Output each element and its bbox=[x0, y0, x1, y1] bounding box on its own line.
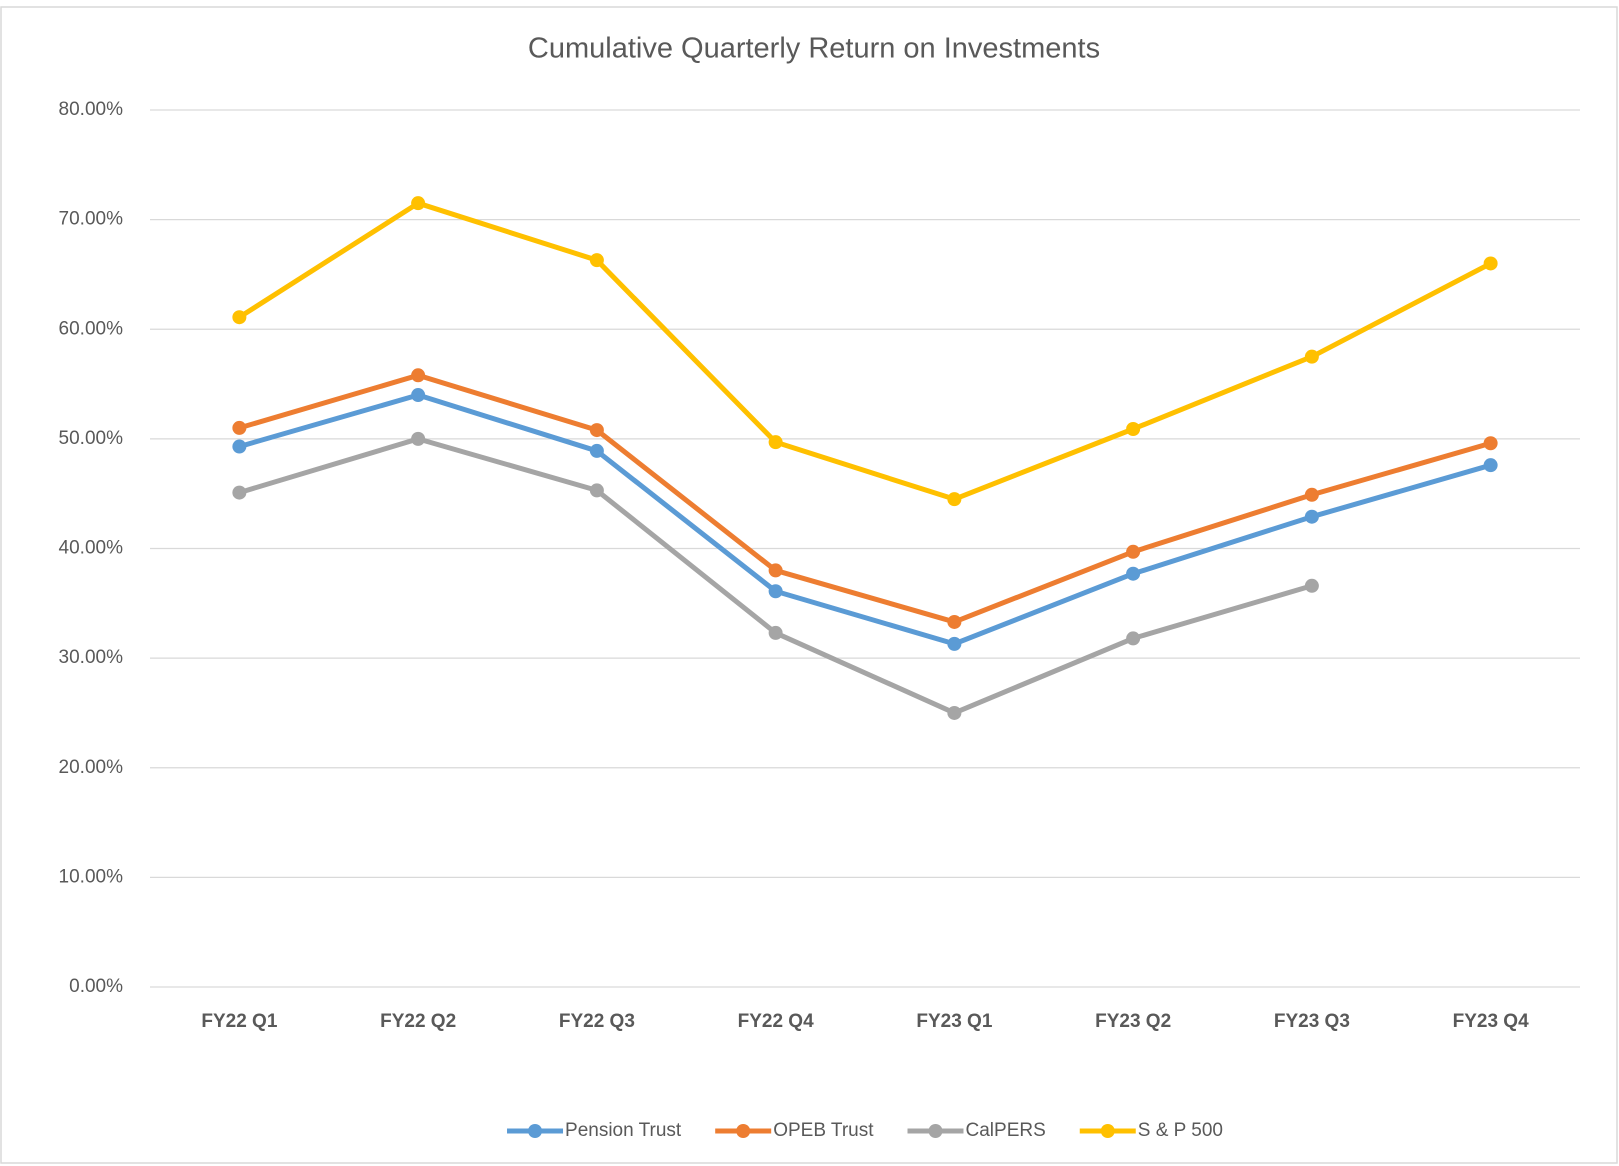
x-tick-label: FY23 Q1 bbox=[916, 1011, 992, 1032]
legend-label: OPEB Trust bbox=[773, 1120, 874, 1141]
data-point bbox=[589, 423, 604, 438]
y-tick-label: 0.00% bbox=[69, 976, 123, 997]
data-point bbox=[232, 485, 247, 500]
data-point bbox=[411, 196, 426, 211]
y-tick-label: 40.00% bbox=[59, 538, 124, 559]
legend: Pension Trust OPEB Trust CalPERS S & P 500 bbox=[507, 1120, 1223, 1141]
chart-border bbox=[0, 6, 1618, 1164]
data-point bbox=[1126, 544, 1141, 559]
y-tick-label: 60.00% bbox=[59, 318, 124, 339]
data-point bbox=[589, 253, 604, 268]
x-tick-label: FY22 Q1 bbox=[201, 1011, 277, 1032]
chart-title: Cumulative Quarterly Return on Investmen… bbox=[528, 33, 1100, 65]
data-point bbox=[947, 492, 962, 507]
series-line bbox=[236, 392, 1494, 647]
legend-swatch-dot bbox=[928, 1124, 943, 1138]
series-line bbox=[236, 372, 1494, 625]
data-point bbox=[1304, 349, 1319, 364]
data-point bbox=[411, 368, 426, 383]
data-point bbox=[947, 705, 962, 720]
series-line bbox=[236, 200, 1494, 502]
data-point bbox=[768, 563, 783, 578]
y-tick-label: 20.00% bbox=[59, 757, 124, 778]
y-tick-label: 30.00% bbox=[59, 647, 124, 668]
data-point bbox=[1304, 487, 1319, 502]
legend-swatch-dot bbox=[736, 1124, 751, 1138]
data-point bbox=[768, 625, 783, 640]
data-point bbox=[1126, 422, 1141, 437]
y-tick-label: 80.00% bbox=[59, 99, 124, 120]
data-point bbox=[768, 584, 783, 599]
data-point bbox=[411, 431, 426, 446]
x-tick-label: FY22 Q3 bbox=[559, 1011, 635, 1032]
data-point bbox=[1483, 256, 1498, 271]
data-point bbox=[1304, 578, 1319, 593]
data-point bbox=[947, 636, 962, 651]
legend-label: S & P 500 bbox=[1138, 1120, 1223, 1141]
x-tick-label: FY22 Q4 bbox=[738, 1011, 814, 1032]
data-point bbox=[232, 420, 247, 435]
y-tick-label: 70.00% bbox=[59, 209, 124, 230]
data-point bbox=[589, 443, 604, 458]
data-point bbox=[232, 310, 247, 325]
data-point bbox=[1483, 436, 1498, 451]
data-point bbox=[589, 483, 604, 498]
data-point bbox=[1126, 631, 1141, 646]
data-point bbox=[411, 388, 426, 403]
legend-swatch-dot bbox=[1100, 1124, 1115, 1138]
legend-swatch-dot bbox=[528, 1124, 543, 1138]
data-point bbox=[1483, 458, 1498, 473]
legend-label: CalPERS bbox=[966, 1120, 1046, 1141]
x-tick-label: FY23 Q3 bbox=[1274, 1011, 1350, 1032]
y-tick-label: 10.00% bbox=[59, 866, 124, 887]
data-point bbox=[947, 614, 962, 629]
data-point bbox=[232, 439, 247, 454]
data-point bbox=[768, 435, 783, 450]
data-point bbox=[1304, 509, 1319, 524]
x-tick-label: FY23 Q2 bbox=[1095, 1011, 1171, 1032]
y-tick-label: 50.00% bbox=[59, 428, 124, 449]
legend-label: Pension Trust bbox=[565, 1120, 682, 1141]
x-tick-label: FY22 Q2 bbox=[380, 1011, 456, 1032]
data-point bbox=[1126, 566, 1141, 581]
x-tick-label: FY23 Q4 bbox=[1453, 1011, 1529, 1032]
